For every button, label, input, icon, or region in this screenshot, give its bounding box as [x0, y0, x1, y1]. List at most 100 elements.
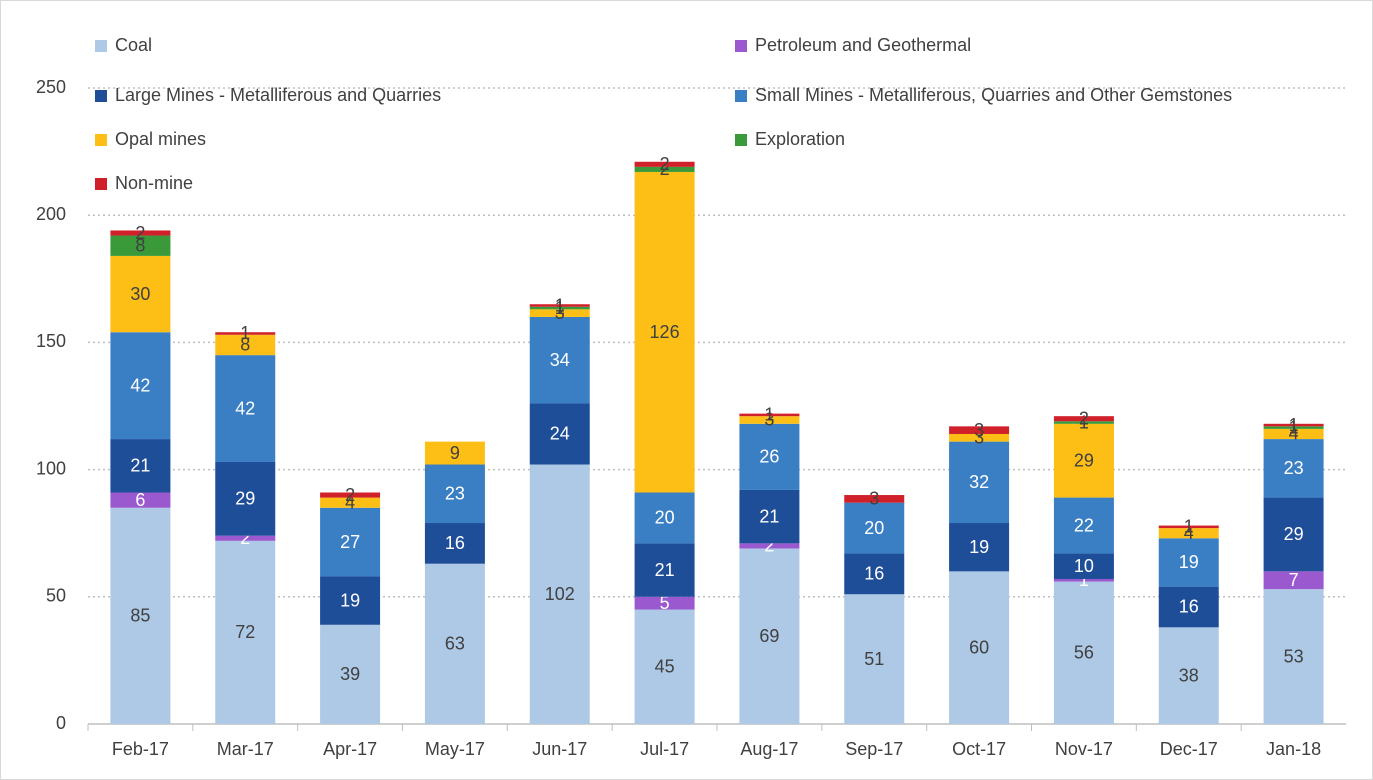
data-label: 2 [240, 528, 250, 548]
bar-segment [1053, 423, 1114, 498]
legend-label: Petroleum and Geothermal [755, 35, 971, 55]
legend-label: Exploration [755, 129, 845, 149]
x-tick-label: Feb-17 [112, 739, 169, 759]
bar-segment [1053, 581, 1114, 724]
bar-segment [215, 461, 276, 536]
bar-segment [529, 304, 590, 307]
data-label: 42 [235, 398, 255, 418]
bar-segment [949, 523, 1010, 572]
data-label: 9 [450, 443, 460, 463]
data-label: 1 [555, 295, 565, 315]
data-label: 30 [130, 284, 150, 304]
data-label: 39 [340, 664, 360, 684]
data-label: 23 [445, 484, 465, 504]
bar-segment [529, 309, 590, 317]
bar-segment [739, 543, 800, 549]
bar-segment [215, 334, 276, 356]
data-label: 38 [1179, 665, 1199, 685]
bar-segment [529, 316, 590, 404]
bar-segment [110, 507, 171, 724]
legend-swatch [735, 134, 747, 146]
data-label: 16 [1179, 597, 1199, 617]
bar-segment [844, 495, 905, 503]
y-tick-label: 50 [46, 586, 66, 606]
data-label: 126 [650, 322, 680, 342]
bar-segment [529, 403, 590, 465]
bar-segment [110, 492, 171, 508]
bar-segment [1158, 627, 1219, 724]
bar-segment [949, 433, 1010, 442]
bar-segment [1158, 586, 1219, 628]
data-label: 20 [655, 508, 675, 528]
data-label: 1 [1289, 415, 1299, 435]
data-label: 21 [759, 506, 779, 526]
bar-segment [320, 507, 381, 577]
legend-swatch [735, 40, 747, 52]
data-label: 6 [135, 490, 145, 510]
bar-segment [424, 523, 485, 564]
data-label: 72 [235, 622, 255, 642]
bar-segment [634, 596, 695, 610]
x-tick-label: Jun-17 [532, 739, 587, 759]
data-label: 1 [555, 298, 565, 318]
data-label: 60 [969, 637, 989, 657]
data-label: 2 [135, 223, 145, 243]
legend-swatch [95, 134, 107, 146]
data-label: 29 [1284, 524, 1304, 544]
bar-segment [1263, 423, 1324, 427]
data-label: 5 [660, 593, 670, 613]
data-label: 4 [1184, 523, 1194, 543]
y-tick-label: 150 [36, 331, 66, 351]
x-tick-label: Jan-18 [1266, 739, 1321, 759]
bar-segment [1053, 578, 1114, 582]
data-label: 21 [655, 560, 675, 580]
data-label: 21 [130, 456, 150, 476]
data-label: 16 [864, 564, 884, 584]
legend-swatch [95, 178, 107, 190]
data-label: 2 [764, 536, 774, 556]
data-label: 3 [555, 303, 565, 323]
bar-segment [1158, 528, 1219, 539]
bar-segment [739, 548, 800, 724]
x-tick-label: Sep-17 [845, 739, 903, 759]
bar-segment [320, 624, 381, 724]
data-label: 19 [340, 590, 360, 610]
bar-segment [110, 255, 171, 333]
data-label: 27 [340, 532, 360, 552]
bar-segment [1263, 426, 1324, 429]
bar-segment [1158, 538, 1219, 587]
legend-swatch [735, 90, 747, 102]
bar-segment [844, 553, 905, 595]
bar-segment [634, 171, 695, 493]
bar-segment [1263, 589, 1324, 724]
data-label: 3 [974, 428, 984, 448]
bar-segment [215, 535, 276, 541]
bar-segment [844, 594, 905, 724]
data-label: 51 [864, 649, 884, 669]
data-label: 42 [130, 375, 150, 395]
bar-segment [634, 543, 695, 597]
bar-segment [949, 571, 1010, 724]
bar-segment [1053, 416, 1114, 422]
data-label: 1 [764, 405, 774, 425]
x-tick-label: Mar-17 [217, 739, 274, 759]
data-label: 22 [1074, 515, 1094, 535]
data-label: 56 [1074, 643, 1094, 663]
legend-label: Large Mines - Metalliferous and Quarries [115, 85, 441, 105]
bar-segment [844, 502, 905, 554]
data-label: 19 [1179, 552, 1199, 572]
bar-segment [739, 413, 800, 417]
legend-label: Small Mines - Metalliferous, Quarries an… [755, 85, 1232, 105]
x-tick-label: Oct-17 [952, 739, 1006, 759]
x-tick-label: May-17 [425, 739, 485, 759]
data-label: 69 [759, 626, 779, 646]
bar-segment [529, 464, 590, 724]
data-label: 29 [1074, 450, 1094, 470]
data-label: 2 [345, 485, 355, 505]
data-label: 85 [130, 606, 150, 626]
bar-segment [739, 489, 800, 544]
data-label: 10 [1074, 556, 1094, 576]
data-label: 4 [1289, 424, 1299, 444]
bar-segment [424, 563, 485, 724]
